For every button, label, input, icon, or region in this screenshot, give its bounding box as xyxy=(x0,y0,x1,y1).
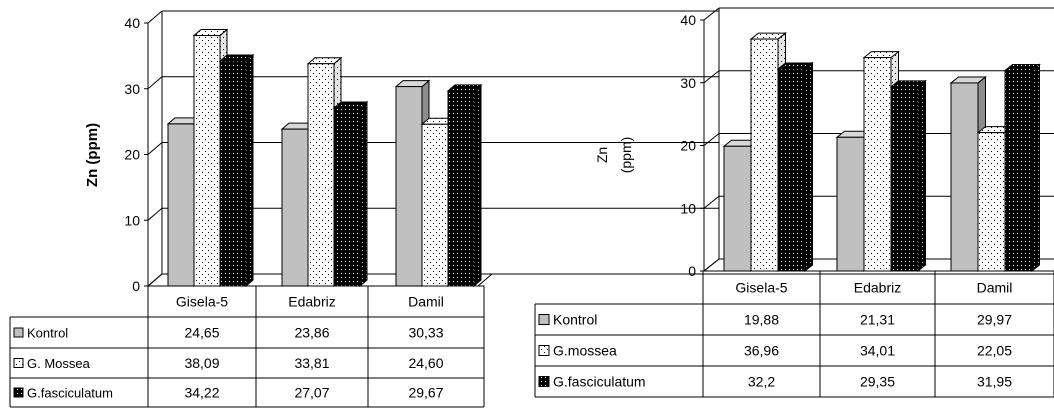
bar-front xyxy=(193,35,221,287)
data-label: 34,01 xyxy=(860,343,895,359)
data-label: 29,67 xyxy=(408,385,443,401)
bar xyxy=(446,83,483,288)
bar xyxy=(776,61,814,273)
chart-2-bars xyxy=(722,32,1041,273)
x-category-label: Gisela-5 xyxy=(176,294,228,310)
y-tick-label: 10 xyxy=(680,200,696,216)
bar-front xyxy=(307,63,335,287)
data-label: 22,05 xyxy=(977,343,1012,359)
y-tick-label: 30 xyxy=(124,81,140,97)
y-tick-label: 20 xyxy=(680,138,696,154)
grid-diagonal xyxy=(147,10,163,24)
x-category-label: Gisela-5 xyxy=(735,280,787,296)
legend-swatch xyxy=(13,387,24,398)
chart-1-table: Gisela-5 Edabriz Damil Kontrol 24,65 23,86 30,… xyxy=(9,285,485,408)
y-tick-label: 10 xyxy=(124,212,140,228)
legend-label: G.fasciculatum xyxy=(27,386,113,401)
legend-swatch xyxy=(538,376,550,387)
legend-label: Kontrol xyxy=(553,312,597,328)
y-tick-label: 30 xyxy=(680,75,696,91)
y-tick-label: 20 xyxy=(124,147,140,163)
y-tick-label: 40 xyxy=(680,12,696,28)
bar-side xyxy=(804,61,813,273)
y-axis-label-line: (ppm) xyxy=(618,137,634,174)
grid-diagonal xyxy=(147,207,163,221)
data-label: 29,97 xyxy=(977,312,1012,328)
legend-label: G.mossea xyxy=(553,343,617,359)
legend-swatch xyxy=(538,345,550,356)
chart-1-ylabel: Zn (ppm) xyxy=(84,123,101,187)
data-label: 24,60 xyxy=(408,355,443,371)
bar-front xyxy=(777,68,806,272)
data-label: 32,2 xyxy=(748,374,775,390)
bar-front xyxy=(863,57,892,272)
grid-diagonal xyxy=(147,76,163,90)
bar-front xyxy=(836,136,865,272)
chart-1-bars xyxy=(166,28,483,288)
legend-label: G.fasciculatum xyxy=(553,374,646,390)
y-axis-label-line: Zn xyxy=(594,147,610,163)
bar-front xyxy=(167,123,195,287)
data-label: 31,95 xyxy=(977,374,1012,390)
bar-front xyxy=(890,86,919,272)
bar-front xyxy=(395,86,423,287)
legend-label: G. Mossea xyxy=(27,356,91,371)
legend-swatch xyxy=(13,327,24,338)
legend-label: Kontrol xyxy=(27,326,68,341)
data-label: 29,35 xyxy=(860,374,895,390)
bar-side xyxy=(245,53,254,288)
bar-side xyxy=(473,83,482,288)
x-category-label: Damil xyxy=(977,280,1013,296)
data-label: 33,81 xyxy=(294,355,329,371)
bar-front xyxy=(1004,70,1033,272)
legend-swatch xyxy=(13,358,24,368)
grid-diagonal xyxy=(147,142,163,155)
grid-diagonal xyxy=(703,195,720,209)
bar-side xyxy=(359,100,368,288)
data-label: 30,33 xyxy=(408,325,443,341)
grid-diagonal xyxy=(703,258,720,272)
bar-front xyxy=(281,128,309,287)
bar-front xyxy=(950,82,979,272)
grid-diagonal xyxy=(703,133,720,146)
chart-2-ylabel: Zn (ppm) xyxy=(594,137,634,174)
chart-1-yticks: 0 10 20 30 40 xyxy=(124,15,140,294)
grid-diagonal xyxy=(147,273,163,287)
bar xyxy=(332,100,369,288)
bar-front xyxy=(750,38,779,272)
data-label: 21,31 xyxy=(860,312,895,328)
bar-front xyxy=(219,60,247,287)
data-label: 34,22 xyxy=(184,385,219,401)
bar xyxy=(218,53,255,288)
data-label: 36,96 xyxy=(744,343,779,359)
bar-side xyxy=(1031,63,1040,273)
y-tick-label: 0 xyxy=(688,263,696,279)
data-label: 27,07 xyxy=(294,385,329,401)
bar-front xyxy=(447,90,475,287)
x-category-label: Damil xyxy=(408,294,444,310)
bar-front xyxy=(333,107,361,287)
data-label: 23,86 xyxy=(294,325,329,341)
data-label: 38,09 xyxy=(184,355,219,371)
bar-front xyxy=(723,145,752,272)
bar xyxy=(889,79,927,273)
y-tick-label: 0 xyxy=(132,278,140,294)
bar xyxy=(1003,63,1041,273)
chart-2: 0 10 20 30 40 Zn (ppm) Gisela-5 Edabriz Damil Ko… xyxy=(534,7,1054,398)
chart-2-yticks: 0 10 20 30 40 xyxy=(680,12,696,279)
legend-swatch xyxy=(538,314,550,325)
y-tick-label: 40 xyxy=(124,15,140,31)
bar-front xyxy=(977,132,1006,272)
x-category-label: Edabriz xyxy=(288,294,335,310)
chart-1: 0 10 20 30 40 Zn (ppm) Gisela-5 Edabriz Damil K… xyxy=(9,10,1054,408)
chart-2-table: Gisela-5 Edabriz Damil Kontrol 19,88 21,31 29,… xyxy=(534,270,1054,398)
data-label: 24,65 xyxy=(184,325,219,341)
bar-side xyxy=(917,79,926,273)
grid-diagonal xyxy=(703,7,720,21)
grid-diagonal xyxy=(703,70,720,84)
x-category-label: Edabriz xyxy=(854,280,901,296)
bar-front xyxy=(421,123,449,287)
data-label: 19,88 xyxy=(744,312,779,328)
